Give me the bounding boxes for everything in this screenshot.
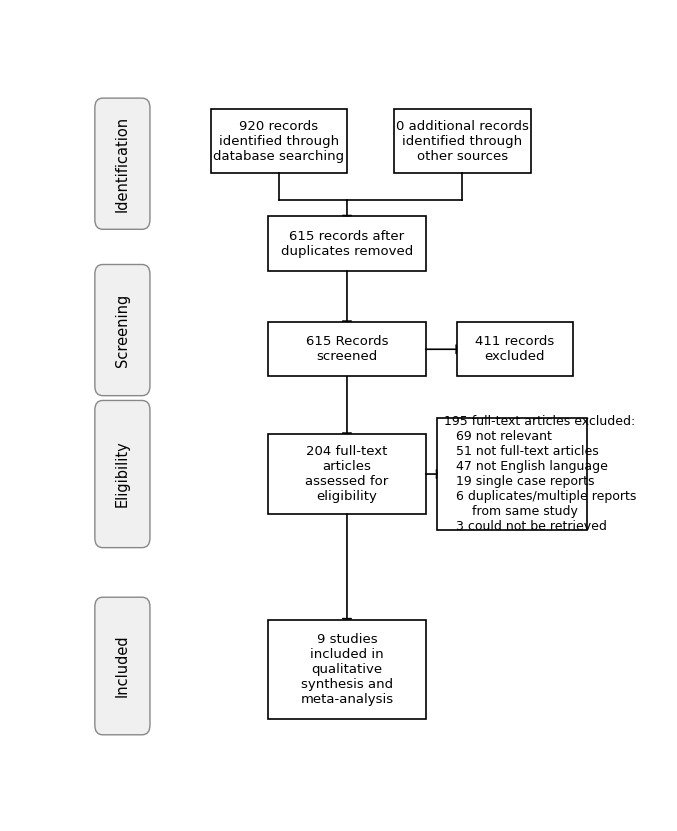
Text: Eligibility: Eligibility: [115, 440, 130, 508]
FancyBboxPatch shape: [95, 98, 150, 229]
FancyBboxPatch shape: [268, 322, 426, 376]
Text: Included: Included: [115, 635, 130, 697]
FancyBboxPatch shape: [95, 597, 150, 735]
Text: Identification: Identification: [115, 116, 130, 212]
FancyBboxPatch shape: [95, 401, 150, 548]
FancyBboxPatch shape: [394, 110, 531, 174]
Text: Screening: Screening: [115, 293, 130, 366]
FancyBboxPatch shape: [95, 264, 150, 396]
FancyBboxPatch shape: [457, 322, 573, 376]
Text: 0 additional records
identified through
other sources: 0 additional records identified through …: [396, 120, 529, 163]
Text: 204 full-text
articles
assessed for
eligibility: 204 full-text articles assessed for elig…: [305, 445, 389, 503]
Text: 615 records after
duplicates removed: 615 records after duplicates removed: [281, 229, 413, 258]
Text: 411 records
excluded: 411 records excluded: [475, 335, 554, 363]
Text: 920 records
identified through
database searching: 920 records identified through database …: [213, 120, 345, 163]
Text: 615 Records
screened: 615 Records screened: [306, 335, 388, 363]
FancyBboxPatch shape: [437, 418, 587, 530]
Text: 195 full-text articles excluded:
   69 not relevant
   51 not full-text articles: 195 full-text articles excluded: 69 not …: [443, 415, 636, 533]
FancyBboxPatch shape: [268, 434, 426, 514]
FancyBboxPatch shape: [268, 217, 426, 271]
Text: 9 studies
included in
qualitative
synthesis and
meta-analysis: 9 studies included in qualitative synthe…: [301, 632, 393, 706]
FancyBboxPatch shape: [211, 110, 347, 174]
FancyBboxPatch shape: [268, 620, 426, 719]
